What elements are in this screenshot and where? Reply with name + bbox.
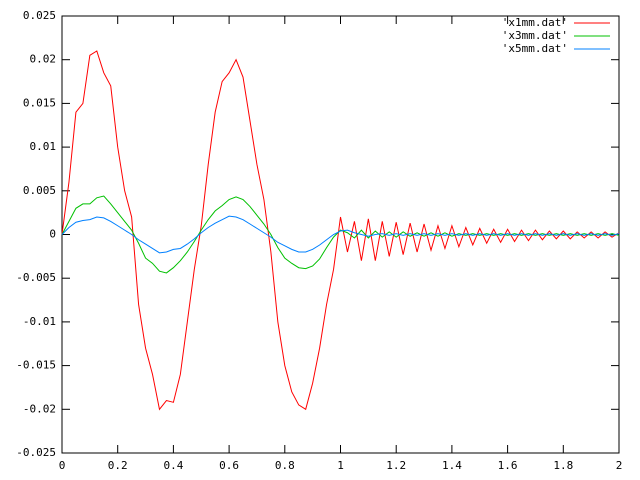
x-tick-label: 1 [337, 459, 344, 472]
y-tick-label: -0.02 [23, 402, 56, 415]
x-tick-label: 1.4 [442, 459, 462, 472]
x-tick-label: 1.2 [386, 459, 406, 472]
x-tick-label: 0 [59, 459, 66, 472]
x-tick-label: 0.4 [163, 459, 183, 472]
y-tick-label: 0.025 [23, 9, 56, 22]
series-line [61, 215, 620, 254]
y-tick-label: -0.025 [16, 446, 56, 459]
x-tick-label: 0.2 [108, 459, 128, 472]
x-tick-label: 1.6 [498, 459, 518, 472]
plot-border [61, 15, 620, 454]
legend-label: 'x1mm.dat' [502, 16, 568, 29]
y-tick-label: 0 [49, 228, 56, 241]
y-tick-label: -0.005 [16, 271, 56, 284]
y-tick-label: -0.015 [16, 359, 56, 372]
y-tick-label: 0.02 [30, 53, 57, 66]
x-tick-label: 1.8 [553, 459, 573, 472]
x-tick-label: 0.8 [275, 459, 295, 472]
y-tick-label: -0.01 [23, 315, 56, 328]
series-line [61, 195, 620, 274]
y-tick-label: 0.005 [23, 184, 56, 197]
y-tick-label: 0.01 [30, 140, 57, 153]
legend-label: 'x5mm.dat' [502, 42, 568, 55]
y-tick-label: 0.015 [23, 96, 56, 109]
legend-label: 'x3mm.dat' [502, 29, 568, 42]
series-line [61, 50, 620, 411]
x-tick-label: 2 [616, 459, 623, 472]
x-tick-label: 0.6 [219, 459, 239, 472]
